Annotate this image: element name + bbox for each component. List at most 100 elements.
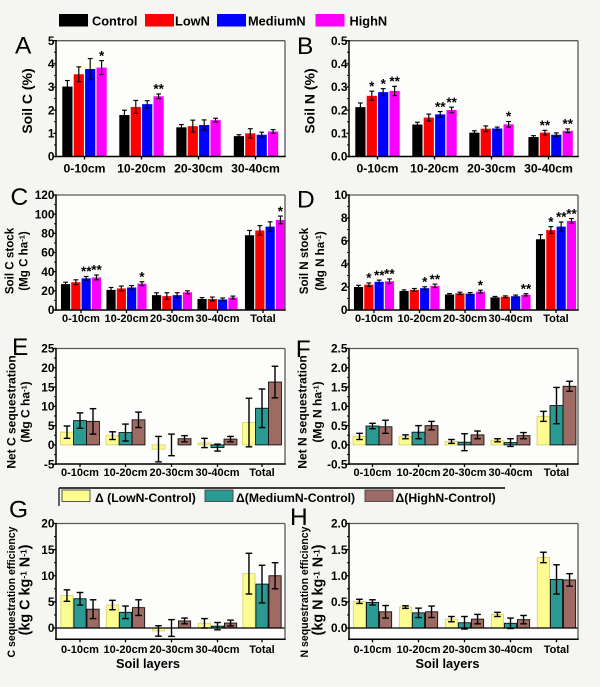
svg-text:15: 15: [41, 380, 55, 394]
svg-text:80: 80: [41, 227, 55, 241]
svg-text:2: 2: [341, 280, 348, 294]
svg-text:Control: Control: [92, 14, 138, 29]
svg-text:Total: Total: [249, 644, 274, 656]
svg-text:(Mg N ha-1): (Mg N ha-1): [311, 381, 325, 442]
svg-text:0-10cm: 0-10cm: [61, 644, 99, 656]
svg-text:0.0: 0.0: [331, 621, 348, 635]
svg-text:**: **: [521, 281, 532, 296]
svg-text:Total: Total: [544, 644, 569, 656]
svg-text:0: 0: [341, 303, 348, 317]
svg-text:Net C sequestration: Net C sequestration: [5, 355, 19, 468]
svg-text:**: **: [384, 267, 395, 282]
svg-text:0-10cm: 0-10cm: [355, 313, 393, 325]
svg-text:30-40cm: 30-40cm: [488, 313, 532, 325]
svg-text:3: 3: [48, 80, 55, 94]
svg-text:Soil N stock: Soil N stock: [298, 227, 311, 294]
svg-text:*: *: [381, 76, 387, 91]
svg-text:5: 5: [48, 595, 55, 609]
svg-text:*: *: [369, 79, 375, 94]
svg-text:1.0: 1.0: [331, 400, 348, 414]
svg-text:*: *: [366, 271, 372, 286]
svg-text:8: 8: [341, 211, 348, 225]
svg-text:10-20cm: 10-20cm: [103, 467, 147, 479]
svg-text:E: E: [12, 334, 28, 361]
svg-text:(Mg N ha-1): (Mg N ha-1): [314, 231, 327, 291]
svg-text:2.0: 2.0: [331, 517, 348, 531]
svg-text:Soil C stock: Soil C stock: [4, 227, 17, 294]
svg-text:**: **: [153, 82, 164, 97]
svg-text:Soil layers: Soil layers: [116, 656, 180, 671]
svg-text:*: *: [548, 214, 554, 229]
svg-text:Soil C (%): Soil C (%): [19, 68, 35, 133]
svg-text:**: **: [556, 210, 567, 225]
svg-text:-5: -5: [44, 457, 55, 471]
svg-text:20-30cm: 20-30cm: [442, 467, 486, 479]
svg-text:*: *: [506, 109, 512, 124]
svg-text:Δ(MediumN-Control): Δ(MediumN-Control): [236, 491, 355, 505]
svg-text:D: D: [297, 187, 315, 214]
svg-text:0.4: 0.4: [331, 57, 348, 71]
svg-text:Total: Total: [544, 467, 569, 479]
svg-text:4: 4: [341, 257, 348, 271]
svg-text:C: C: [11, 184, 29, 211]
svg-text:Net N sequestration: Net N sequestration: [296, 355, 310, 468]
svg-text:Total: Total: [543, 313, 568, 325]
svg-text:10: 10: [41, 400, 55, 414]
svg-text:0.0: 0.0: [331, 150, 348, 164]
svg-text:MediumN: MediumN: [248, 14, 306, 29]
svg-text:0-10cm: 0-10cm: [354, 467, 392, 479]
svg-text:0-10cm: 0-10cm: [354, 644, 392, 656]
svg-text:1: 1: [48, 127, 55, 141]
svg-text:1.5: 1.5: [331, 380, 348, 394]
svg-text:30-40cm: 30-40cm: [524, 162, 573, 176]
svg-text:30-40cm: 30-40cm: [195, 644, 239, 656]
svg-text:**: **: [389, 74, 400, 89]
svg-text:15: 15: [41, 543, 55, 557]
svg-text:0: 0: [48, 303, 55, 317]
svg-text:10-20cm: 10-20cm: [103, 644, 147, 656]
svg-text:0.2: 0.2: [331, 103, 348, 117]
svg-text:10-20cm: 10-20cm: [396, 467, 440, 479]
svg-text:100: 100: [35, 207, 55, 221]
svg-text:0-10cm: 0-10cm: [356, 162, 398, 176]
svg-text:0.5: 0.5: [331, 419, 348, 433]
svg-text:**: **: [562, 117, 573, 132]
svg-text:**: **: [540, 118, 551, 133]
svg-text:30-40cm: 30-40cm: [195, 467, 239, 479]
svg-text:(Mg C ha-1): (Mg C ha-1): [19, 381, 33, 442]
svg-text:20-30cm: 20-30cm: [150, 313, 194, 325]
svg-text:(kg C kg-1 N-1): (kg C kg-1 N-1): [17, 544, 33, 635]
svg-text:10-20cm: 10-20cm: [104, 313, 148, 325]
svg-text:0-10cm: 0-10cm: [62, 313, 100, 325]
svg-text:2: 2: [48, 103, 55, 117]
svg-text:30-40cm: 30-40cm: [488, 467, 532, 479]
svg-text:A: A: [15, 33, 32, 60]
svg-text:*: *: [99, 48, 105, 63]
svg-text:0.3: 0.3: [331, 80, 348, 94]
svg-text:**: **: [430, 272, 441, 287]
svg-text:60: 60: [41, 246, 55, 260]
svg-text:10-20cm: 10-20cm: [117, 162, 166, 176]
svg-text:**: **: [446, 95, 457, 110]
svg-text:10: 10: [334, 188, 348, 202]
svg-text:25: 25: [41, 342, 55, 356]
svg-text:Soil layers: Soil layers: [415, 656, 479, 671]
svg-text:5: 5: [48, 419, 55, 433]
svg-text:HighN: HighN: [350, 14, 388, 29]
svg-text:0-10cm: 0-10cm: [63, 162, 105, 176]
svg-text:20-30cm: 20-30cm: [442, 644, 486, 656]
svg-text:0.0: 0.0: [331, 438, 348, 452]
svg-text:20-30cm: 20-30cm: [149, 467, 193, 479]
svg-text:**: **: [566, 206, 577, 221]
svg-text:1.5: 1.5: [331, 543, 348, 557]
svg-text:N sequestration efficiency: N sequestration efficiency: [299, 526, 311, 658]
svg-text:20-30cm: 20-30cm: [174, 162, 223, 176]
svg-text:*: *: [478, 278, 484, 293]
svg-text:0-10cm: 0-10cm: [61, 467, 99, 479]
svg-text:Δ(HighN-Control): Δ(HighN-Control): [396, 491, 496, 505]
svg-text:40: 40: [41, 265, 55, 279]
svg-text:0.5: 0.5: [331, 595, 348, 609]
svg-text:Δ (LowN-Control): Δ (LowN-Control): [95, 491, 196, 505]
svg-text:10: 10: [41, 569, 55, 583]
svg-text:1.0: 1.0: [331, 569, 348, 583]
